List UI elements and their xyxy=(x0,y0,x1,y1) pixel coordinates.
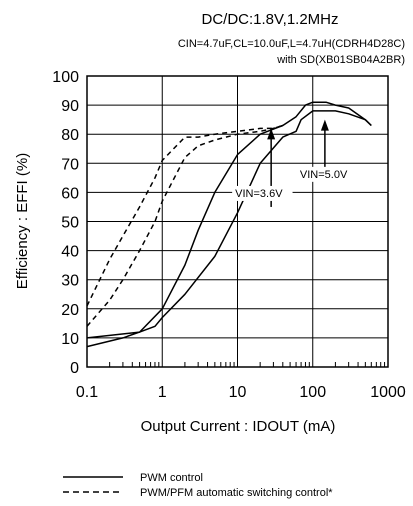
annotation-label-bg xyxy=(232,185,293,201)
y-ticks: 0 10 20 30 40 50 60 70 80 90 100 xyxy=(52,69,79,377)
chart-title: DC/DC:1.8V,1.2MHz xyxy=(202,11,339,28)
y-tick-label: 40 xyxy=(61,244,79,261)
y-tick-label: 0 xyxy=(70,360,79,377)
y-tick-label: 10 xyxy=(61,331,79,348)
x-tick-label: 1000 xyxy=(370,384,406,401)
series-line-3-dashed xyxy=(86,124,284,307)
x-tick-label: 10 xyxy=(229,384,247,401)
series-line-1-solid xyxy=(86,101,372,339)
annotation-label: VIN=3.6V xyxy=(235,188,283,200)
annotation-arrowhead xyxy=(267,128,276,140)
y-tick-label: 30 xyxy=(61,273,79,290)
y-tick-label: 60 xyxy=(61,185,79,202)
y-tick-label: 20 xyxy=(61,302,79,319)
y-tick-label: 70 xyxy=(61,156,79,173)
y-tick-label: 100 xyxy=(52,69,79,86)
series-line-4-dashed xyxy=(86,124,284,327)
chart-subtitle-line-1: CIN=4.7uF,CL=10.0uF,L=4.7uH(CDRH4D28C) xyxy=(178,38,405,50)
annotation-label: VIN=5.0V xyxy=(300,169,348,181)
x-tick-label: 1 xyxy=(158,384,167,401)
annotations: VIN=3.6V VIN=5.0V xyxy=(232,119,358,207)
series-line-2-solid xyxy=(86,110,372,348)
chart-subtitle-line-2: with SD(XB01SB04A2BR) xyxy=(276,54,405,66)
legend: PWM control PWM/PFM automatic switching … xyxy=(63,472,333,499)
legend-label-pwm: PWM control xyxy=(140,472,203,484)
plot-frame xyxy=(86,75,389,368)
x-axis-label: Output Current : IDOUT (mA) xyxy=(141,418,336,435)
x-ticks: 0.1 1 10 100 1000 xyxy=(76,362,406,401)
y-tick-label: 50 xyxy=(61,215,79,232)
grid-lines xyxy=(87,76,388,367)
y-tick-label: 90 xyxy=(61,98,79,115)
x-tick-label: 100 xyxy=(299,384,326,401)
legend-label-pwm-pfm: PWM/PFM automatic switching control* xyxy=(140,487,333,499)
annotation-arrowhead xyxy=(320,119,329,131)
y-axis-label: Efficiency : EFFI (%) xyxy=(14,153,31,289)
annotation-label-bg xyxy=(296,166,358,182)
data-series xyxy=(86,101,372,348)
x-tick-label: 0.1 xyxy=(76,384,98,401)
y-tick-label: 80 xyxy=(61,127,79,144)
